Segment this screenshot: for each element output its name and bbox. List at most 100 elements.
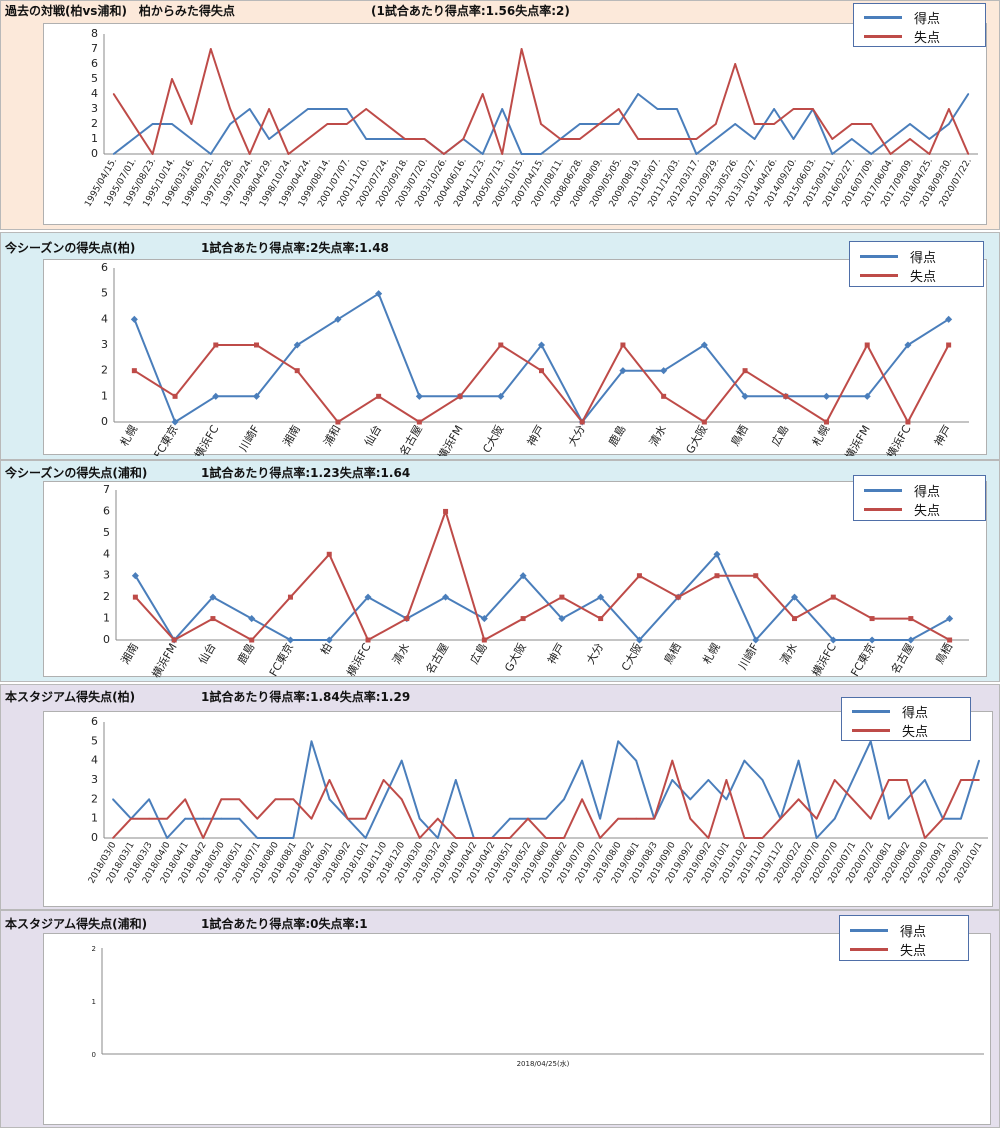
goals-point (286, 636, 295, 644)
conceded-point (941, 817, 944, 820)
conceded-point (947, 108, 950, 110)
x-tick-label: 清水 (778, 641, 800, 667)
conceded-point (598, 123, 601, 125)
conceded-point (869, 817, 872, 820)
goals-point (578, 123, 581, 125)
goals-point (238, 817, 241, 820)
y-tick-label: 5 (101, 287, 108, 300)
conceded-point (365, 637, 371, 643)
section-rate: 1試合あたり得点率:1.23失点率:1.64 (201, 466, 411, 480)
y-tick-label: 5 (103, 526, 110, 539)
section-rate: (1試合あたり得点率:1.56失点率:2) (371, 4, 570, 18)
conceded-point (923, 837, 926, 839)
goals-point (734, 123, 737, 125)
y-tick-label: 2 (92, 945, 96, 953)
goals-point (112, 798, 114, 801)
conceded-point (490, 837, 493, 839)
x-tick-label: 湘南 (118, 641, 141, 667)
x-tick-label: 大分 (565, 423, 588, 449)
conceded-point (905, 419, 911, 425)
goals-point (520, 153, 523, 155)
y-tick-label: 4 (91, 754, 98, 767)
goals-point (293, 341, 301, 349)
chart-stadium-urawa: 0 1 2 2018/04/25(水) (43, 933, 991, 1125)
goals-point (292, 837, 295, 839)
conceded-point (423, 138, 426, 140)
conceded-point (581, 798, 583, 801)
conceded-point (635, 817, 638, 820)
conceded-point (112, 837, 114, 839)
goals-point (773, 108, 775, 110)
x-tick-label: 神戸 (931, 423, 954, 449)
conceded-point (520, 616, 526, 622)
goals-point (345, 108, 348, 110)
goals-point (725, 798, 728, 801)
conceded-point (889, 153, 892, 155)
conceded-point (130, 817, 132, 820)
goals-point (480, 615, 488, 623)
y-tick-label: 4 (103, 547, 110, 560)
section-title: 今シーズンの得失点(浦和) (5, 466, 148, 480)
conceded-point (254, 342, 259, 348)
conceded-point (249, 637, 255, 643)
conceded-point (335, 419, 341, 425)
x-tick-label: 浦和 (321, 423, 343, 449)
x-tick-label: 柏 (317, 641, 335, 658)
goals-point (274, 837, 277, 839)
conceded-point (864, 342, 870, 348)
chart-stadium-kashiwa: 0 1 2 3 4 5 6 2018/03/0 2018/03/1 2018/03/3 2018/0… (43, 711, 993, 907)
series-conceded-line (112, 759, 979, 839)
x-tick-label: 札幌 (699, 641, 722, 667)
goals-point (617, 123, 620, 125)
legend: 得点 失点 (853, 3, 986, 47)
conceded-point (501, 153, 504, 155)
conceded-point (292, 798, 295, 801)
conceded-point (148, 817, 151, 820)
legend-swatch-goals (860, 255, 898, 258)
y-tick-label: 2 (103, 590, 110, 603)
goals-point (184, 817, 187, 820)
goals-point (229, 123, 232, 125)
conceded-point (520, 48, 523, 50)
x-tick-label: 広島 (768, 423, 791, 449)
x-tick-label: G大阪 (501, 641, 528, 674)
conceded-point (579, 419, 585, 425)
goals-point (537, 341, 546, 349)
goals-point (256, 837, 259, 839)
series-conceded-line (133, 344, 950, 423)
conceded-point (783, 393, 789, 399)
goals-point (599, 817, 602, 820)
y-tick-label: 7 (103, 483, 110, 496)
section-title: 本スタジアム得失点(柏) (5, 690, 136, 704)
x-tick-label: 横浜FC (191, 422, 221, 456)
goals-point (382, 798, 385, 801)
legend-swatch-conceded (864, 508, 902, 511)
goals-point (833, 817, 836, 820)
goals-point (619, 367, 627, 375)
x-tick-label: FC東京 (266, 641, 296, 679)
conceded-point (454, 837, 457, 839)
y-tick-label: 0 (92, 1051, 96, 1059)
x-tick-label: 鹿島 (605, 423, 628, 449)
conceded-point (869, 616, 875, 622)
legend: 得点 失点 (839, 915, 969, 961)
conceded-point (887, 779, 890, 781)
conceded-point (364, 817, 367, 820)
goals-point (671, 779, 674, 781)
x-tick-label: 横浜FC (883, 422, 913, 456)
x-tick-label: 横浜FM (149, 641, 180, 679)
goals-point (202, 817, 205, 820)
conceded-point (637, 138, 640, 140)
goals-point (761, 779, 764, 781)
conceded-point (870, 123, 873, 125)
chart-season-kashiwa: 0 1 2 3 4 5 6 札幌 FC東京 横浜FC 川崎F 湘南 浦和 仙台 名古屋 横浜FM C大阪 神戸 大分… (43, 259, 987, 456)
x-tick-label: 川崎F (236, 423, 262, 455)
legend-label-goals: 得点 (902, 706, 929, 721)
section-stadium-urawa: 本スタジアム得失点(浦和) 1試合あたり得点率:0失点率:1 0 1 2 2018/0… (0, 910, 1000, 1128)
x-tick-label: 名古屋 (888, 641, 917, 677)
chart-svg: 0 1 2 2018/04/25(水) (92, 945, 984, 1068)
legend-label-goals: 得点 (900, 925, 927, 940)
x-tick-label: 神戸 (524, 423, 547, 449)
goals-point (822, 392, 831, 400)
conceded-point (328, 779, 331, 781)
